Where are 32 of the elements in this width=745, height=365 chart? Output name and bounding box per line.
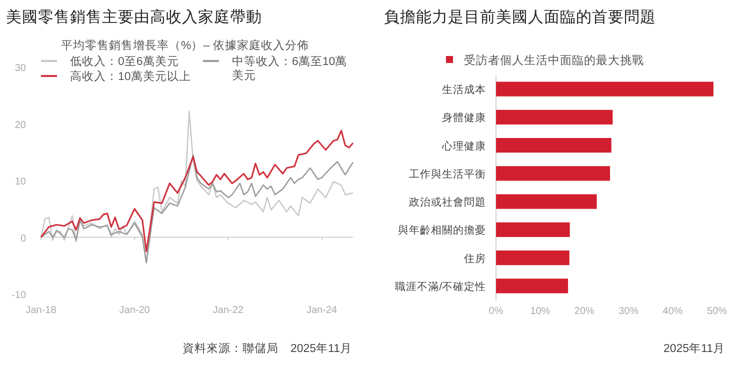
y-tick-label: 生活成本 [442, 83, 486, 96]
x-tick-label: 10% [530, 306, 550, 317]
y-tick-label: 30 [14, 63, 26, 74]
legend-label: 低收入：0至6萬美元 [70, 54, 179, 68]
x-tick-label: Jan-24 [306, 305, 338, 316]
y-tick-label: 20 [14, 120, 26, 131]
y-tick-label: 身體健康 [442, 111, 486, 124]
y-tick-label: -10 [12, 290, 26, 301]
legend-title: 平均零售銷售增長率（%）– 依據家庭收入分佈 [61, 38, 309, 52]
x-tick-label: 0% [488, 306, 504, 317]
x-tick-label: Jan-18 [26, 305, 57, 316]
x-tick-label: 40% [662, 306, 683, 317]
chart-title: 美國零售銷售主要由高收入家庭帶動 [6, 8, 262, 26]
y-tick-label: 10 [14, 176, 26, 188]
y-tick-label: 政治或社會問題 [409, 196, 486, 209]
y-tick-label: 心理健康 [441, 139, 486, 152]
legend-label: 高收入：10萬美元以上 [70, 69, 191, 83]
chart-title: 負擔能力是目前美國人面臨的首要問題 [384, 8, 656, 26]
x-tick-label: 20% [574, 306, 595, 317]
y-tick-label: 職涯不滿/不確定性 [395, 280, 486, 293]
source-note: 資料來源：聯儲局 2025年11月 [182, 342, 352, 355]
y-tick-label: 0 [20, 233, 26, 244]
y-tick-label: 與年齡相關的擔憂 [398, 224, 486, 237]
y-tick-label: 住房 [464, 252, 486, 265]
x-tick-label: Jan-20 [119, 305, 150, 316]
x-tick-label: 30% [618, 306, 639, 317]
legend-label: 受訪者個人生活中面臨的最大挑戰 [464, 53, 644, 67]
y-tick-label: 工作與生活平衡 [409, 167, 486, 180]
x-tick-label: 50% [706, 306, 728, 317]
x-tick-label: Jan-22 [212, 305, 244, 316]
legend-label: 中等收入：6萬至10萬美元 [232, 54, 348, 82]
text: 2025年11月 [663, 342, 725, 355]
